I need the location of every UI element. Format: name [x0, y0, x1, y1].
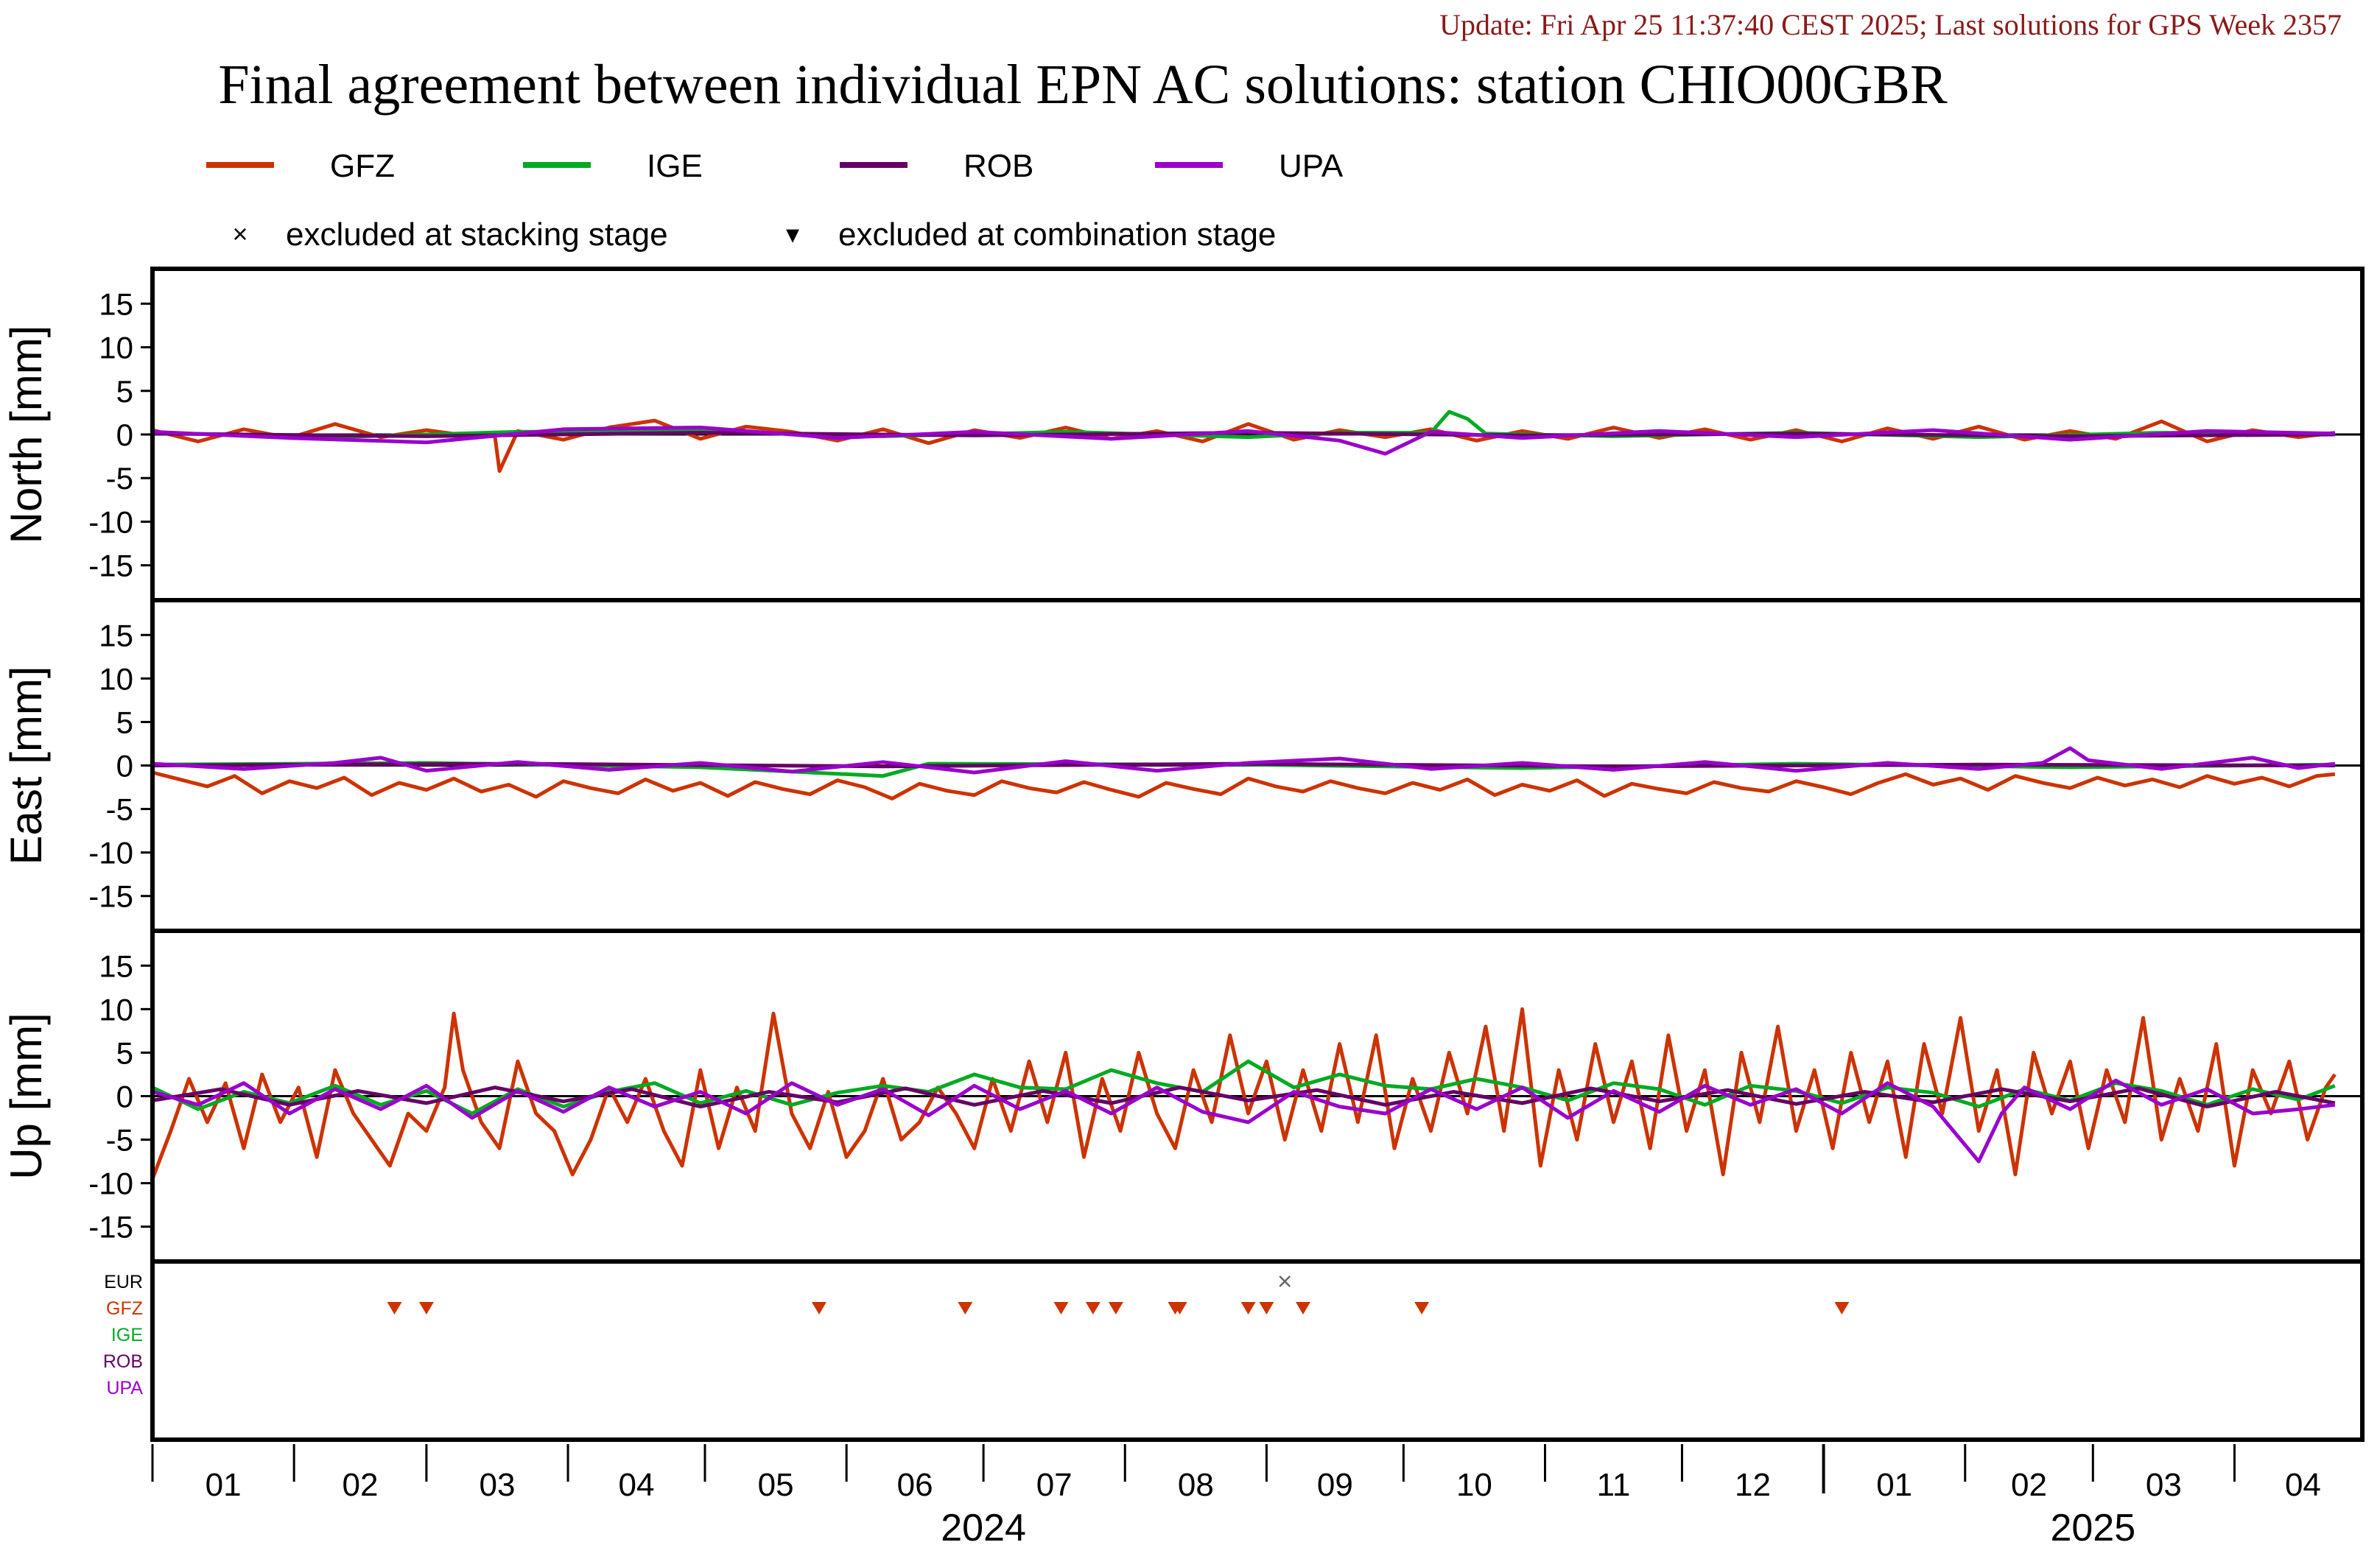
y-tick-label: 5	[116, 1035, 133, 1070]
x-year-label-2025: 2025	[2050, 1507, 2135, 1545]
x-month-label: 11	[1597, 1467, 1631, 1503]
y-tick-label: 10	[99, 992, 133, 1027]
chart-title: Final agreement between individual EPN A…	[218, 54, 1948, 116]
y-axis-label-east: East [mm]	[1, 666, 51, 865]
y-axis-label-north: North [mm]	[1, 325, 51, 544]
combination-exclusion-marker	[1240, 1302, 1256, 1315]
panel-up: 15 10 5 0 -5 -10 -15 Up [mm]	[1, 929, 2365, 1264]
y-tick-label: -15	[88, 1210, 133, 1245]
exclusion-row-label-gfz: GFZ	[106, 1298, 143, 1319]
combination-exclusion-marker	[1085, 1302, 1101, 1315]
y-tick-label: 0	[116, 418, 133, 452]
series-east-gfz	[152, 770, 2336, 800]
series-north-gfz	[152, 418, 2336, 474]
x-month-label: 01	[1876, 1467, 1912, 1503]
legend-label-ige: IGE	[647, 148, 703, 184]
legend-marker-label: excluded at combination stage	[838, 217, 1276, 253]
y-tick-label: 15	[99, 286, 133, 321]
combination-exclusion-marker	[811, 1302, 826, 1315]
legend-label-upa: UPA	[1279, 148, 1344, 184]
panel-north: 15 10 5 0 -5 -10 -15 North [mm]	[1, 267, 2365, 602]
combination-exclusion-marker	[418, 1302, 434, 1315]
y-tick-label: 5	[116, 374, 133, 409]
panel-east: 15 10 5 0 -5 -10 -15 East [mm]	[1, 598, 2365, 933]
legend-marker-symbol: ▾	[786, 219, 799, 249]
y-tick-label: 5	[116, 705, 133, 739]
y-tick-label: 15	[99, 618, 133, 652]
exclusion-panel: EUR GFZ IGE ROB UPA	[103, 1259, 2365, 1442]
y-tick-label: 0	[116, 1080, 133, 1114]
legend: GFZ IGE ROB UPA × excluded at stacking stage ▾…	[206, 148, 1344, 253]
y-tick-label: 10	[99, 331, 133, 365]
x-month-label: 12	[1735, 1467, 1771, 1503]
combination-exclusion-marker	[387, 1302, 402, 1315]
series-north-upa	[152, 426, 2335, 456]
x-month-label: 05	[758, 1467, 794, 1503]
series-east-upa	[152, 746, 2336, 775]
y-tick-label: -5	[106, 461, 133, 496]
exclusion-row-label-upa: UPA	[106, 1378, 143, 1398]
x-year-label-2024: 2024	[941, 1507, 1026, 1545]
time-series-panels: 15 10 5 0 -5 -10 -15 North [mm] 15 10 5 0 -5 -10 -15 Ea…	[1, 267, 2365, 1264]
x-month-label: 10	[1456, 1467, 1492, 1503]
x-month-label: 09	[1317, 1467, 1353, 1503]
y-tick-label: -10	[88, 1166, 133, 1201]
y-tick-label: -10	[88, 836, 133, 870]
combination-exclusion-marker	[1053, 1302, 1069, 1315]
x-month-label: 02	[2011, 1467, 2047, 1503]
x-month-label: 02	[343, 1467, 379, 1503]
exclusion-row-label-rob: ROB	[103, 1351, 143, 1372]
x-month-label: 04	[2285, 1467, 2321, 1503]
x-month-label: 03	[479, 1467, 515, 1503]
legend-label-rob: ROB	[963, 148, 1033, 184]
combination-exclusion-marker	[1834, 1302, 1850, 1315]
stacking-exclusion-marker	[1279, 1275, 1291, 1287]
combination-exclusion-marker	[958, 1302, 973, 1315]
y-tick-label: 15	[99, 949, 133, 983]
y-tick-label: -10	[88, 504, 133, 539]
x-month-label: 01	[206, 1467, 242, 1503]
series-up-gfz	[150, 1007, 2337, 1180]
series-up-upa	[152, 1078, 2336, 1164]
combination-exclusion-marker	[1172, 1302, 1187, 1315]
exclusion-row-label-ige: IGE	[111, 1325, 143, 1345]
x-month-label: 04	[619, 1467, 655, 1503]
combination-exclusion-marker	[1295, 1302, 1310, 1315]
combination-exclusion-marker	[1259, 1302, 1274, 1315]
y-tick-label: -15	[88, 879, 133, 914]
y-tick-label: -5	[106, 792, 133, 827]
y-tick-label: -5	[106, 1123, 133, 1158]
update-timestamp: Update: Fri Apr 25 11:37:40 CEST 2025; L…	[1439, 8, 2342, 41]
y-tick-label: -15	[88, 549, 133, 583]
y-axis-label-up: Up [mm]	[1, 1013, 51, 1180]
legend-label-gfz: GFZ	[330, 148, 395, 184]
exclusion-row-label-eur: EUR	[104, 1272, 143, 1292]
combination-exclusion-marker	[1108, 1302, 1123, 1315]
y-tick-label: 10	[99, 661, 133, 696]
x-month-label: 08	[1178, 1467, 1214, 1503]
x-month-label: 03	[2146, 1467, 2182, 1503]
combination-exclusion-marker	[1414, 1302, 1430, 1315]
legend-marker-label: excluded at stacking stage	[286, 217, 668, 253]
x-month-label: 07	[1036, 1467, 1073, 1503]
y-tick-label: 0	[116, 749, 133, 784]
x-month-label: 06	[897, 1467, 933, 1503]
exclusion-panel-frame	[150, 1259, 2365, 1442]
x-axis: 01 02 03 04 05 06 07 08 09 10 11 12 01 02 03 04 2024 2025	[151, 1444, 2321, 1545]
legend-marker-symbol: ×	[232, 219, 248, 249]
